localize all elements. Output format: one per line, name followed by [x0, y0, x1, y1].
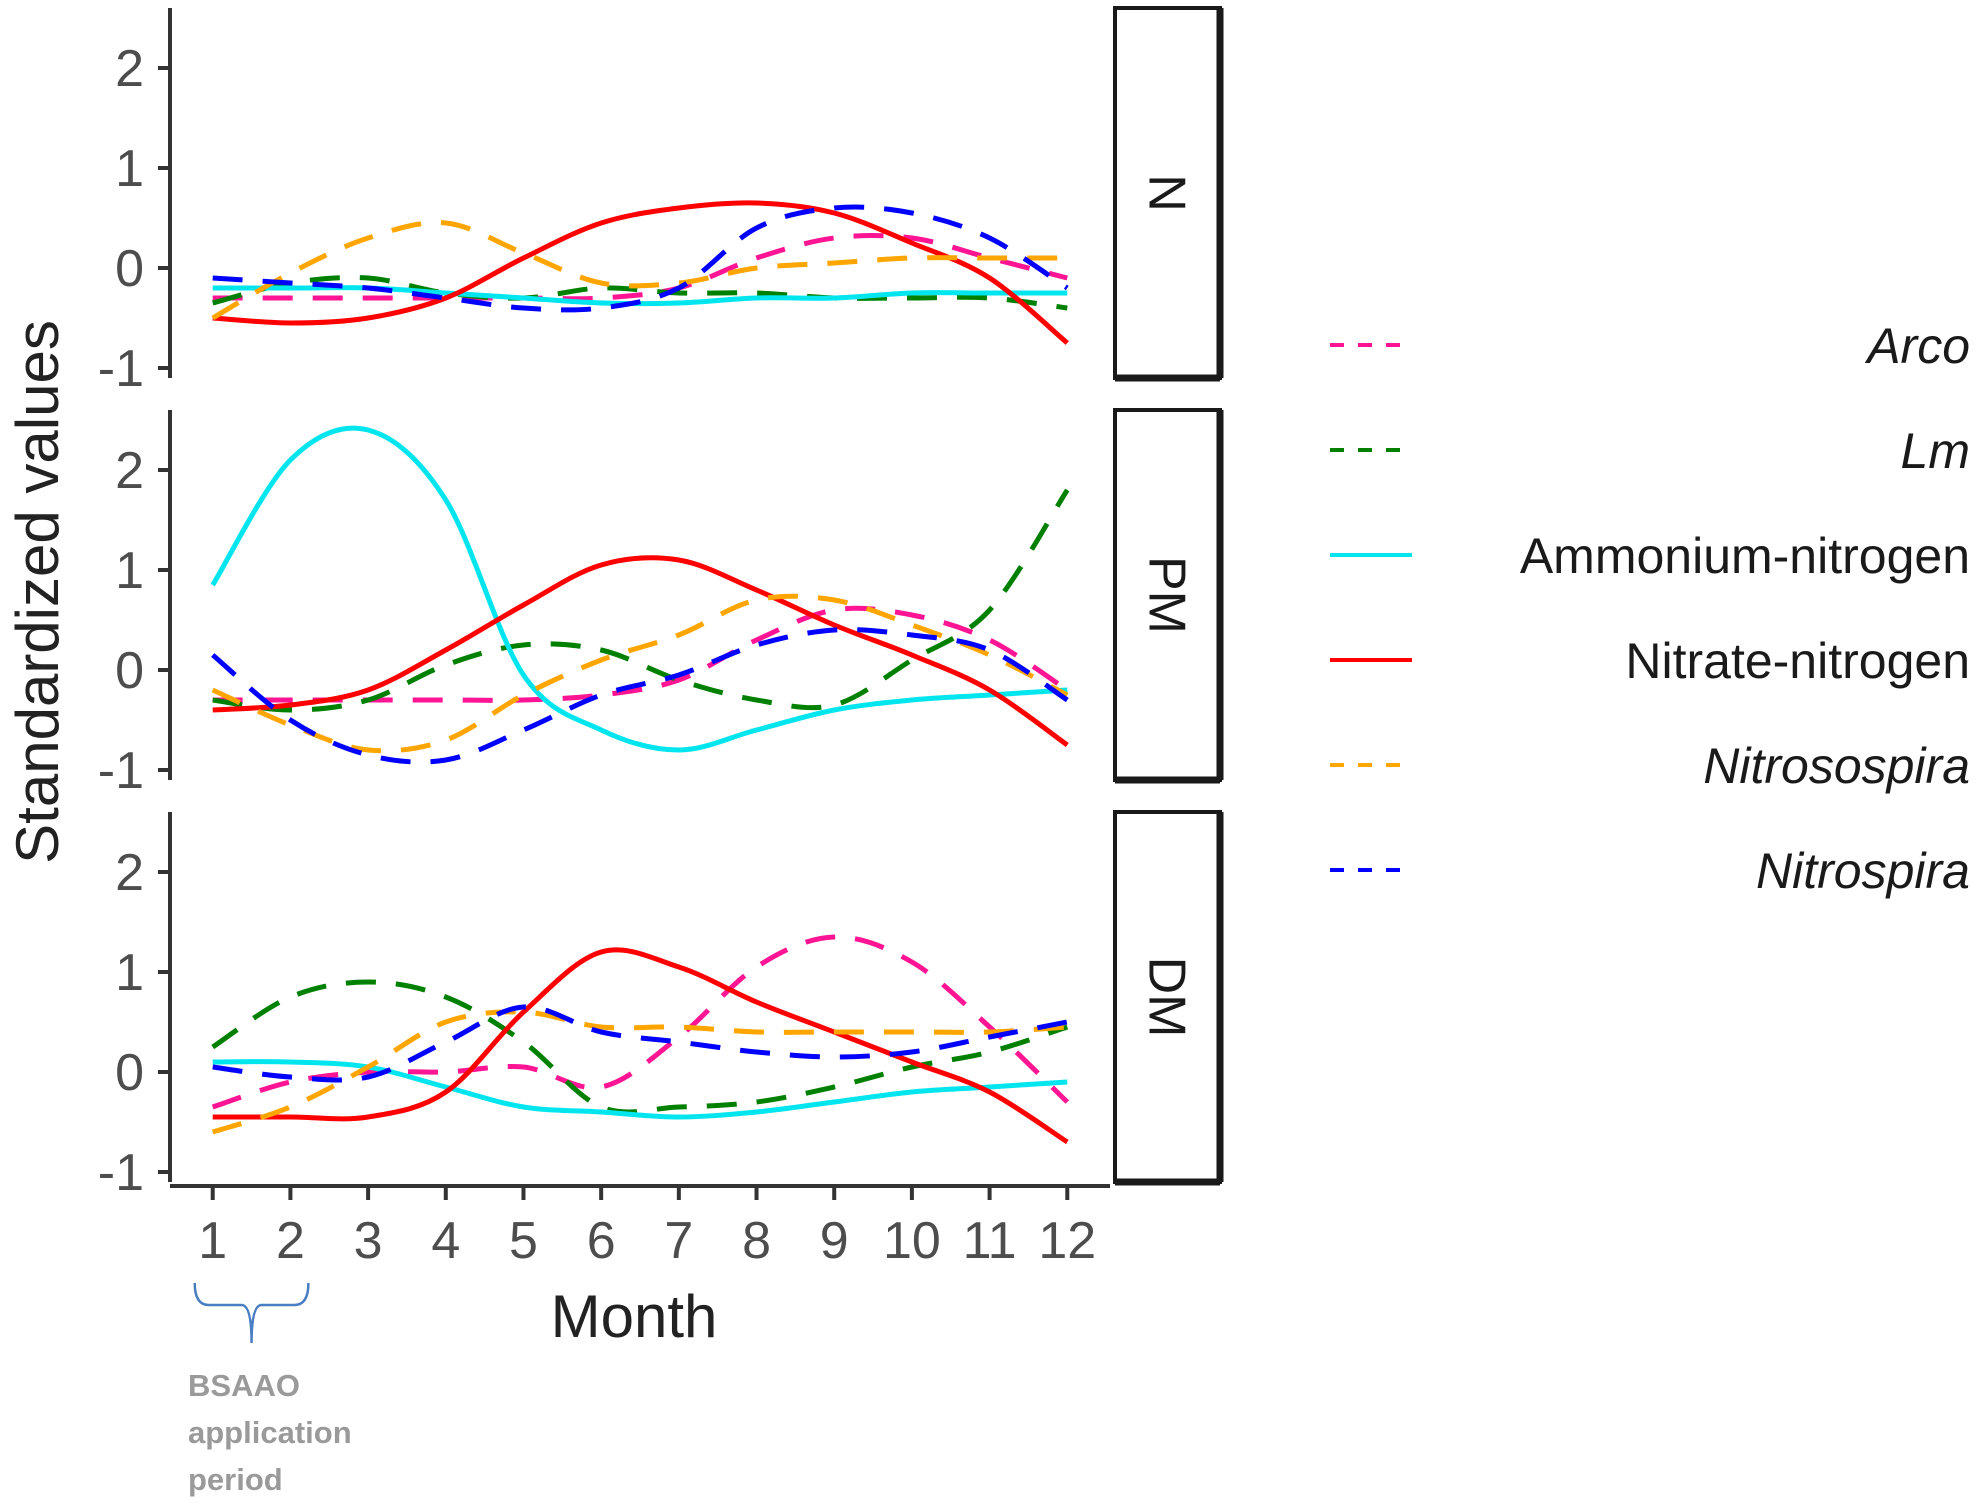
x-tick-label-9: 10	[883, 1212, 941, 1270]
y-tick-label-pm-0: -1	[98, 742, 144, 800]
series-line-dm-nitrospira	[212, 1004, 1068, 1083]
x-tick-label-0: 1	[198, 1212, 227, 1270]
series-line-pm-ammonium-nitrogen	[210, 425, 1068, 753]
series-line-n-nitrospira	[212, 204, 1069, 313]
legend-item-lm: Lm	[1330, 423, 1970, 479]
series-line-dm-arco	[211, 934, 1070, 1110]
series-line-dm-ammonium-nitrogen	[212, 1059, 1068, 1120]
panel-pm: -1 0 1 2 PM	[98, 408, 1224, 800]
annotation-text-line-1: application	[188, 1415, 352, 1450]
y-axis-title: Standardized values	[4, 320, 71, 864]
series-line-n-arco	[212, 233, 1068, 302]
series-line-pm-nitrate-nitrogen	[212, 555, 1069, 748]
y-tick-label-pm-1: 0	[115, 642, 144, 700]
legend-item-nitrospira: Nitrospira	[1330, 843, 1970, 899]
y-tick-label-dm-2: 1	[115, 944, 144, 1002]
y-tick-label-dm-0: -1	[98, 1144, 144, 1202]
annotation-brace	[193, 1282, 310, 1344]
legend-label-lm: Lm	[1901, 423, 1970, 479]
y-tick-label-pm-3: 2	[115, 442, 144, 500]
strip-box-dm	[1113, 810, 1222, 1184]
x-tick-label-2: 3	[354, 1212, 383, 1270]
series-line-n-nitrosospira	[211, 220, 1068, 321]
x-tick-label-10: 11	[963, 1212, 1017, 1270]
x-tick-label-7: 8	[742, 1212, 771, 1270]
x-tick-label-3: 4	[431, 1212, 460, 1270]
series-line-pm-nitrosospira	[211, 593, 1069, 754]
legend-item-nitrosospira: Nitrosospira	[1330, 738, 1970, 794]
y-tick-label-n-3: 2	[115, 40, 144, 98]
y-tick-label-n-2: 1	[115, 140, 144, 198]
y-tick-label-dm-1: 0	[115, 1044, 144, 1102]
legend-label-arco: Arco	[1864, 318, 1970, 374]
legend-item-ammonium-nitrogen: Ammonium-nitrogen	[1330, 528, 1970, 584]
legend-label-nitrate-nitrogen: Nitrate-nitrogen	[1625, 633, 1970, 689]
panel-n: -1 0 1 2 N	[98, 6, 1224, 398]
x-tick-label-11: 12	[1038, 1212, 1096, 1270]
annotation-text-line-0: BSAAO	[188, 1368, 300, 1403]
strip-label-n: N	[1138, 174, 1196, 212]
x-tick-label-5: 6	[587, 1212, 616, 1270]
panel-dm: -1 0 1 2 DM	[98, 810, 1224, 1202]
series-line-n-nitrate-nitrogen	[212, 200, 1069, 345]
legend-label-nitrosospira: Nitrosospira	[1703, 738, 1970, 794]
legend-label-ammonium-nitrogen: Ammonium-nitrogen	[1520, 528, 1970, 584]
x-tick-label-4: 5	[509, 1212, 538, 1270]
x-tick-label-6: 7	[664, 1212, 693, 1270]
series-group-pm	[210, 425, 1070, 765]
y-tick-label-dm-3: 2	[115, 844, 144, 902]
strip-label-dm: DM	[1138, 957, 1196, 1038]
y-tick-label-n-0: -1	[98, 340, 144, 398]
legend-item-nitrate-nitrogen: Nitrate-nitrogen	[1330, 633, 1970, 689]
legend-label-nitrospira: Nitrospira	[1756, 843, 1970, 899]
x-axis-title: Month	[551, 1283, 718, 1350]
strip-label-pm: PM	[1138, 556, 1196, 634]
y-tick-label-pm-2: 1	[115, 542, 144, 600]
y-tick-label-n-1: 0	[115, 240, 144, 298]
series-line-dm-nitrate-nitrogen	[212, 947, 1069, 1145]
x-tick-label-1: 2	[276, 1212, 305, 1270]
series-group-n	[211, 200, 1069, 345]
series-group-dm	[211, 934, 1070, 1145]
series-line-n-lm	[212, 274, 1068, 311]
series-line-pm-lm	[212, 488, 1070, 713]
annotation-text-line-2: period	[188, 1462, 283, 1497]
x-tick-label-8: 9	[820, 1212, 849, 1270]
strip-box-pm	[1113, 408, 1222, 782]
series-line-pm-nitrospira	[211, 627, 1069, 765]
legend-item-arco: Arco	[1330, 318, 1970, 374]
